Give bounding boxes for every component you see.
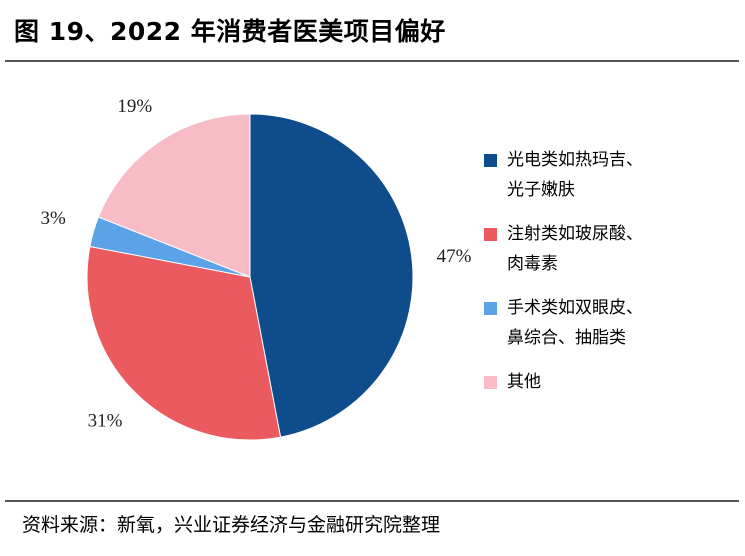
pie-slice-optical: [249, 113, 414, 438]
legend-item-surgery: 手术类如双眼皮、 鼻综合、抽脂类: [484, 293, 734, 353]
slice-label-surgery: 3%: [40, 208, 66, 229]
legend-item-injection: 注射类如玻尿酸、 肉毒素: [484, 219, 734, 279]
legend-item-other: 其他: [484, 367, 734, 397]
pie-chart: 47% 31% 3% 19%: [40, 96, 472, 441]
source-note: 资料来源：新氧，兴业证券经济与金融研究院整理: [22, 514, 441, 536]
legend-label-surgery: 手术类如双眼皮、 鼻综合、抽脂类: [507, 298, 643, 348]
slice-label-injection: 31%: [88, 410, 123, 431]
bottom-divider: [5, 500, 739, 502]
legend-swatch-injection: [484, 228, 497, 241]
chart-legend: 光电类如热玛吉、 光子嫩肤 注射类如玻尿酸、 肉毒素 手术类如双眼皮、 鼻综合、…: [484, 145, 734, 411]
pie-slice-injection: [86, 245, 282, 441]
legend-label-other: 其他: [507, 372, 541, 392]
pie-slice-other: [97, 113, 251, 278]
legend-swatch-other: [484, 376, 497, 389]
slice-label-other: 19%: [117, 96, 152, 117]
slice-label-optical: 47%: [437, 246, 472, 267]
legend-swatch-optical: [484, 154, 497, 167]
chart-title: 图 19、2022 年消费者医美项目偏好: [14, 17, 446, 46]
legend-swatch-surgery: [484, 302, 497, 315]
top-divider: [5, 60, 739, 62]
legend-label-injection: 注射类如玻尿酸、 肉毒素: [507, 224, 643, 274]
legend-label-optical: 光电类如热玛吉、 光子嫩肤: [507, 150, 643, 200]
legend-item-optical: 光电类如热玛吉、 光子嫩肤: [484, 145, 734, 205]
